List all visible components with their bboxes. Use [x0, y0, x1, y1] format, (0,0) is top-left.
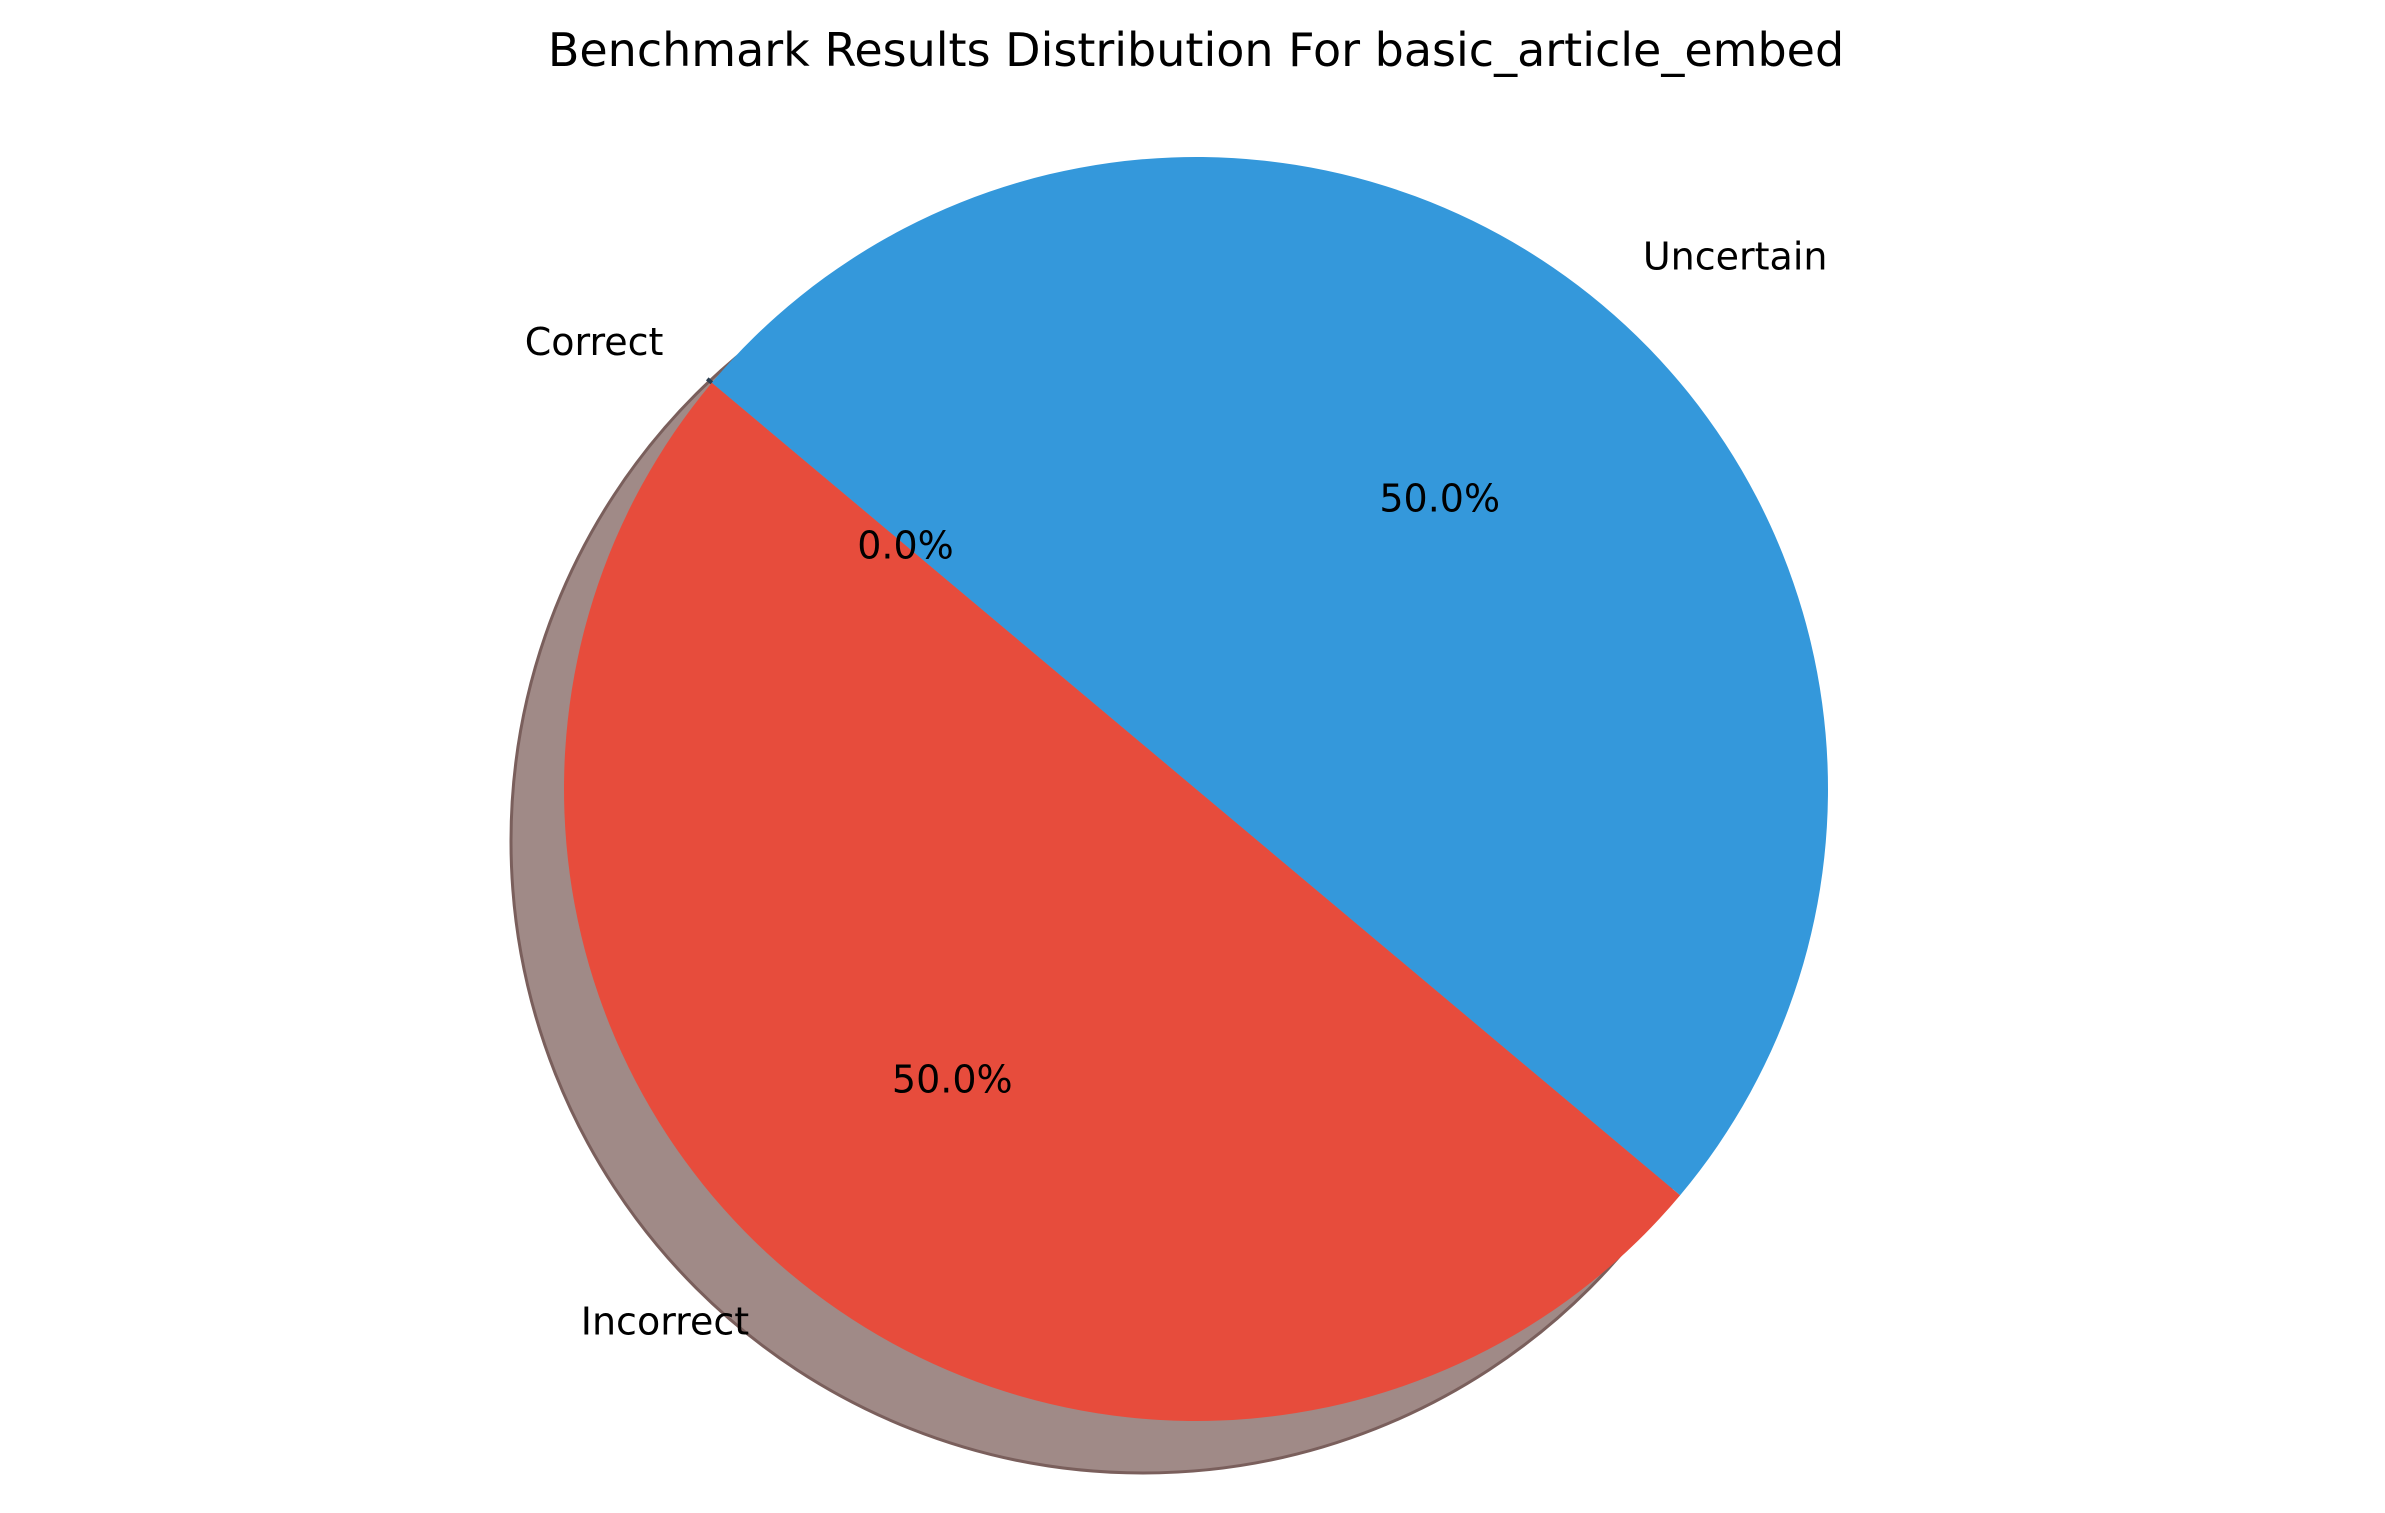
- slice-label-correct: Correct: [525, 320, 664, 364]
- slice-label-uncertain: Uncertain: [1643, 234, 1828, 278]
- pie-slice-incorrect: [564, 382, 1681, 1422]
- pct-label-uncertain: 50.0%: [1379, 477, 1500, 521]
- pie-slice-uncertain: [711, 157, 1829, 1196]
- pct-label-incorrect: 50.0%: [892, 1057, 1013, 1101]
- pie-labels: Correct 0.0% Incorrect 50.0% Uncertain 50.0%: [525, 234, 1828, 1343]
- slice-label-incorrect: Incorrect: [581, 1300, 749, 1344]
- pie-slices: [564, 157, 1829, 1422]
- pie-slice-correct: [705, 377, 714, 385]
- chart-title: Benchmark Results Distribution For basic…: [548, 23, 1844, 77]
- pct-label-correct: 0.0%: [857, 523, 954, 567]
